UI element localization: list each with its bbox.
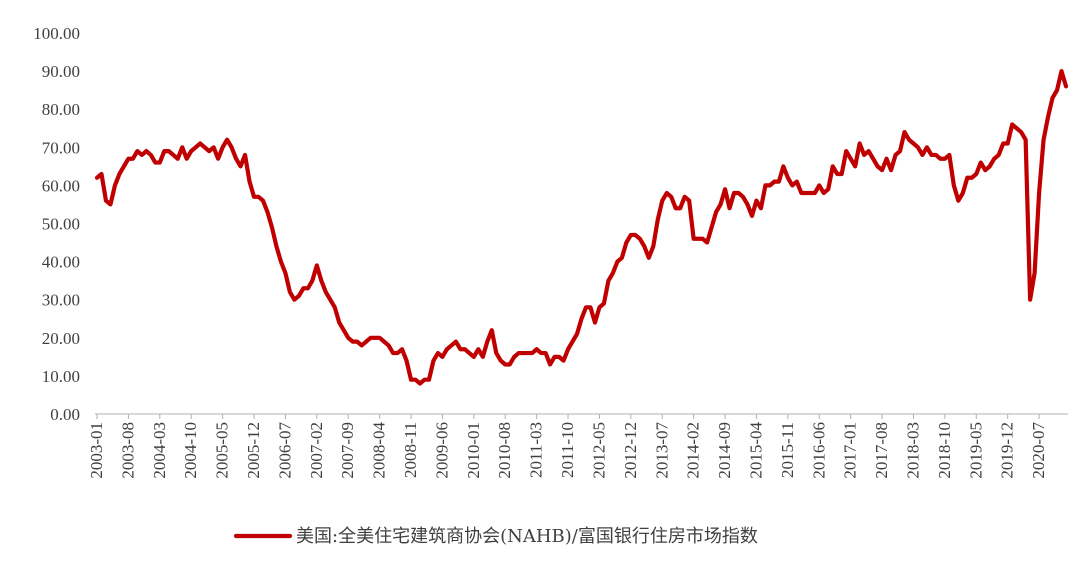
x-tick-label: 2005-05 [213, 422, 232, 479]
x-tick-label: 2016-06 [809, 422, 828, 479]
series-line-nahb-index [94, 69, 1069, 386]
y-tick-label: 0.00 [50, 405, 80, 424]
x-tick-label: 2017-08 [872, 422, 891, 479]
y-tick-label: 10.00 [42, 367, 80, 386]
x-tick-label: 2019-12 [998, 422, 1017, 479]
x-tick-label: 2003-08 [118, 422, 137, 479]
x-tick-label: 2008-04 [370, 422, 389, 479]
x-tick-label: 2020-07 [1029, 422, 1048, 479]
x-tick-label: 2010-08 [495, 422, 514, 479]
x-tick-label: 2006-07 [275, 422, 294, 479]
y-axis-tick-labels: 0.00 10.00 20.00 30.00 40.00 50.00 60.00 70.00 8… [33, 24, 80, 424]
y-tick-label: 70.00 [42, 138, 80, 157]
legend: 美国:全美住宅建筑商协会(NAHB)/富国银行住房市场指数 [233, 526, 758, 547]
x-tick-label: 2008-11 [401, 422, 420, 478]
x-tick-label: 2018-10 [935, 422, 954, 479]
x-tick-label: 2009-06 [432, 422, 451, 479]
x-tick-label: 2011-10 [558, 422, 577, 478]
x-tick-label: 2015-11 [778, 422, 797, 478]
legend-label: 美国:全美住宅建筑商协会(NAHB)/富国银行住房市场指数 [296, 526, 758, 547]
x-axis-tick-labels: 2003-01 2003-08 2004-03 2004-10 2005-05 2005-… [87, 422, 1048, 479]
y-tick-label: 20.00 [42, 329, 80, 348]
y-tick-label: 60.00 [42, 176, 80, 195]
x-tick-label: 2003-01 [87, 422, 106, 479]
x-tick-label: 2005-12 [244, 422, 263, 479]
x-axis-tick-marks [96, 414, 1040, 419]
x-tick-label: 2018-03 [903, 422, 922, 479]
x-tick-label: 2007-09 [338, 422, 357, 479]
x-tick-label: 2014-09 [715, 422, 734, 479]
y-tick-label: 40.00 [42, 253, 80, 272]
x-tick-label: 2019-05 [966, 422, 985, 479]
x-tick-label: 2010-01 [464, 422, 483, 479]
x-tick-label: 2017-01 [841, 422, 860, 479]
x-tick-label: 2007-02 [307, 422, 326, 479]
x-tick-label: 2004-03 [150, 422, 169, 479]
x-tick-label: 2011-03 [527, 422, 546, 478]
x-tick-label: 2012-05 [589, 422, 608, 479]
x-tick-label: 2014-02 [684, 422, 703, 479]
x-tick-label: 2013-07 [652, 422, 671, 479]
y-tick-label: 80.00 [42, 100, 80, 119]
x-tick-label: 2012-12 [621, 422, 640, 479]
y-tick-label: 90.00 [42, 62, 80, 81]
x-tick-label: 2015-04 [746, 422, 765, 479]
x-tick-label: 2004-10 [181, 422, 200, 479]
y-tick-label: 30.00 [42, 291, 80, 310]
y-tick-label: 100.00 [33, 24, 80, 43]
y-tick-label: 50.00 [42, 215, 80, 234]
